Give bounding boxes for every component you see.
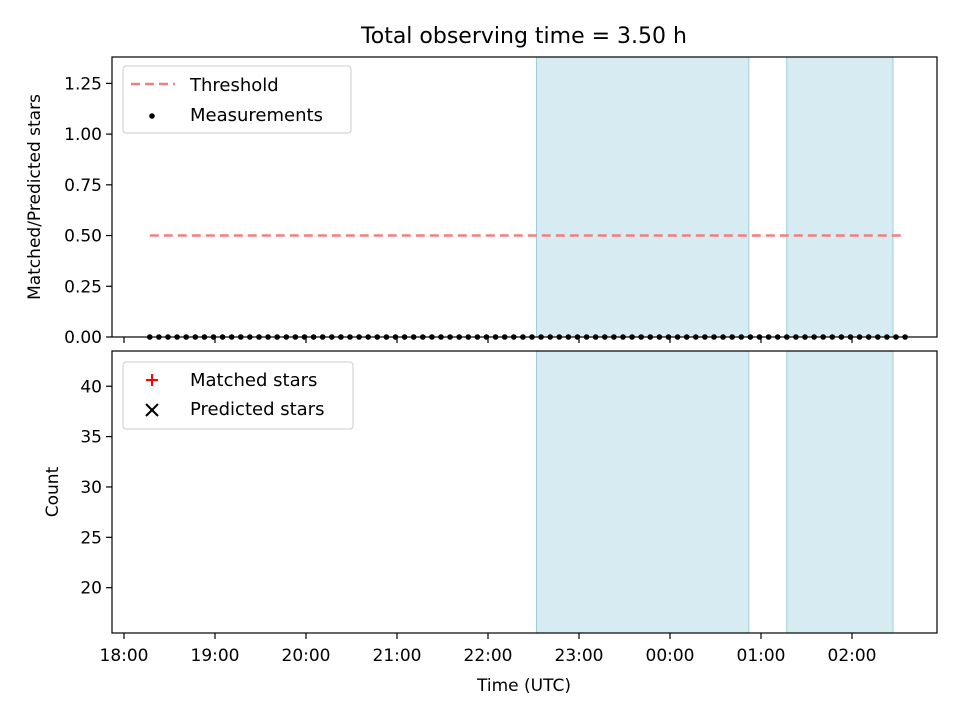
top-y-tick-label: 0.00 bbox=[64, 328, 102, 348]
matched-stars-legend-label: Matched stars bbox=[190, 370, 317, 391]
top-y-tick-label: 0.50 bbox=[64, 227, 102, 247]
figure-title: Total observing time = 3.50 h bbox=[360, 24, 687, 49]
measurements-legend-marker bbox=[149, 113, 155, 119]
threshold-legend-label: Threshold bbox=[189, 75, 279, 96]
bottom-x-ticks: 18:00 19:00 20:00 21:00 22:00 23:00 00:00 01:00… bbox=[100, 633, 877, 666]
x-tick-label: 02:00 bbox=[828, 646, 877, 666]
measurements-legend-label: Measurements bbox=[190, 105, 323, 126]
top-shaded-interval-1 bbox=[536, 56, 750, 338]
bottom-shaded-interval-2 bbox=[786, 350, 894, 634]
bottom-y-ticks: 20 25 30 35 40 bbox=[80, 377, 112, 599]
x-tick-label: 19:00 bbox=[191, 646, 240, 666]
bottom-panel: 20 25 30 35 40 18:00 19:00 20:00 21:00 22:00 23:0… bbox=[43, 350, 938, 696]
bottom-plot-frame bbox=[111, 350, 938, 634]
matched-stars-legend-marker bbox=[146, 374, 158, 386]
bottom-y-tick-label: 35 bbox=[80, 428, 102, 448]
top-y-tick-label: 1.25 bbox=[64, 74, 102, 94]
bottom-legend-frame bbox=[122, 361, 354, 430]
bottom-y-tick-label: 20 bbox=[80, 579, 102, 599]
bottom-shaded-intervals bbox=[536, 350, 894, 634]
top-shaded-interval-2 bbox=[786, 56, 894, 338]
bottom-shaded-interval-1 bbox=[536, 350, 750, 634]
top-shaded-intervals bbox=[536, 56, 894, 338]
x-tick-label: 22:00 bbox=[464, 646, 513, 666]
predicted-stars-legend-marker bbox=[145, 403, 159, 417]
predicted-stars-legend-label: Predicted stars bbox=[190, 399, 324, 420]
bottom-y-axis-label: Count bbox=[43, 466, 63, 517]
x-axis-label: Time (UTC) bbox=[476, 676, 571, 696]
bottom-y-tick-label: 40 bbox=[80, 377, 102, 397]
top-y-ticks: 0.00 0.25 0.50 0.75 1.00 1.25 bbox=[64, 74, 112, 348]
top-x-ticks bbox=[123, 337, 853, 343]
x-tick-label: 01:00 bbox=[737, 646, 786, 666]
x-tick-label: 21:00 bbox=[373, 646, 422, 666]
top-y-tick-label: 0.75 bbox=[64, 176, 102, 196]
bottom-y-tick-label: 25 bbox=[80, 528, 102, 548]
top-plot-frame bbox=[111, 56, 938, 338]
top-y-tick-label: 1.00 bbox=[64, 125, 102, 145]
top-y-tick-label: 0.25 bbox=[64, 277, 102, 297]
bottom-y-tick-label: 30 bbox=[80, 478, 102, 498]
x-tick-label: 20:00 bbox=[282, 646, 331, 666]
bottom-legend: Matched stars Predicted stars bbox=[122, 361, 354, 430]
top-legend-frame bbox=[122, 65, 352, 134]
top-legend: Threshold Measurements bbox=[122, 65, 352, 134]
top-panel: 0.00 0.25 0.50 0.75 1.00 1.25 Matched/Predict… bbox=[25, 56, 938, 348]
x-tick-label: 23:00 bbox=[555, 646, 604, 666]
x-tick-label: 18:00 bbox=[100, 646, 149, 666]
x-tick-label: 00:00 bbox=[646, 646, 695, 666]
top-y-axis-label: Matched/Predicted stars bbox=[25, 94, 45, 300]
